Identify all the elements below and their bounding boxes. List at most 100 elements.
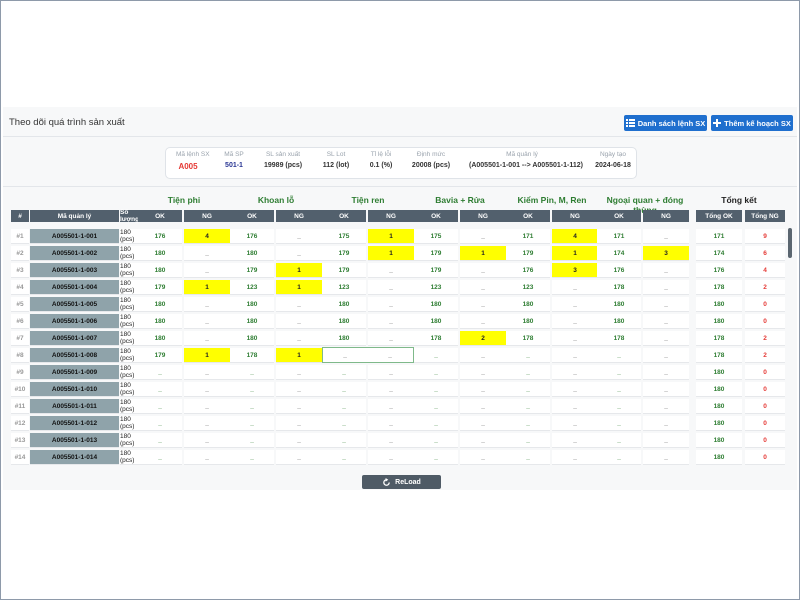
ok-cell[interactable]: _ bbox=[506, 382, 550, 397]
ng-cell[interactable]: _ bbox=[368, 450, 414, 465]
ng-cell[interactable]: 1 bbox=[552, 246, 598, 261]
ng-cell[interactable]: 3 bbox=[552, 263, 598, 278]
ok-cell[interactable]: _ bbox=[597, 382, 641, 397]
ok-cell[interactable]: _ bbox=[138, 399, 182, 414]
ng-cell[interactable]: _ bbox=[368, 382, 414, 397]
manage-code[interactable]: A005501-1-007 bbox=[30, 331, 119, 346]
ng-cell[interactable]: _ bbox=[276, 450, 322, 465]
manage-code[interactable]: A005501-1-012 bbox=[30, 416, 119, 431]
ok-cell[interactable]: _ bbox=[506, 348, 550, 363]
ok-cell[interactable]: 178 bbox=[597, 331, 641, 346]
ng-cell[interactable]: _ bbox=[276, 229, 322, 244]
ok-cell[interactable]: _ bbox=[414, 399, 458, 414]
reload-button[interactable]: ReLoad bbox=[362, 475, 441, 489]
ok-cell[interactable]: 180 bbox=[138, 263, 182, 278]
ok-cell[interactable]: 180 bbox=[322, 331, 366, 346]
ng-cell[interactable]: _ bbox=[643, 399, 689, 414]
ok-cell[interactable]: 180 bbox=[138, 246, 182, 261]
ok-cell[interactable]: 180 bbox=[230, 331, 274, 346]
ng-cell[interactable]: 1 bbox=[276, 348, 322, 363]
ng-cell[interactable]: _ bbox=[276, 331, 322, 346]
ok-cell[interactable]: _ bbox=[322, 450, 366, 465]
ng-cell[interactable]: 2 bbox=[460, 331, 506, 346]
ok-cell[interactable]: 123 bbox=[322, 280, 366, 295]
ok-cell[interactable]: _ bbox=[414, 365, 458, 380]
ok-cell[interactable]: _ bbox=[230, 399, 274, 414]
manage-code[interactable]: A005501-1-009 bbox=[30, 365, 119, 380]
ng-cell[interactable]: _ bbox=[643, 450, 689, 465]
ok-cell[interactable]: 176 bbox=[597, 263, 641, 278]
ok-cell[interactable]: _ bbox=[506, 450, 550, 465]
ok-cell[interactable]: 178 bbox=[597, 280, 641, 295]
ng-cell[interactable]: _ bbox=[552, 297, 598, 312]
manage-code[interactable]: A005501-1-003 bbox=[30, 263, 119, 278]
ok-cell[interactable]: _ bbox=[138, 382, 182, 397]
ng-cell[interactable]: _ bbox=[368, 331, 414, 346]
ng-cell[interactable]: _ bbox=[368, 280, 414, 295]
ng-cell[interactable]: _ bbox=[552, 382, 598, 397]
ng-cell[interactable]: _ bbox=[368, 349, 412, 361]
ok-cell[interactable]: 179 bbox=[322, 263, 366, 278]
ok-cell[interactable]: _ bbox=[322, 433, 366, 448]
ng-cell[interactable]: _ bbox=[552, 348, 598, 363]
ng-cell[interactable]: 4 bbox=[184, 229, 230, 244]
ok-cell[interactable]: 179 bbox=[414, 246, 458, 261]
ok-cell[interactable]: 179 bbox=[230, 263, 274, 278]
ng-cell[interactable]: _ bbox=[460, 365, 506, 380]
ok-cell[interactable]: _ bbox=[138, 365, 182, 380]
ng-cell[interactable]: _ bbox=[368, 399, 414, 414]
scrollbar[interactable] bbox=[788, 228, 792, 258]
ng-cell[interactable]: _ bbox=[276, 365, 322, 380]
ng-cell[interactable]: 1 bbox=[460, 246, 506, 261]
ok-cell[interactable]: _ bbox=[230, 416, 274, 431]
ok-cell[interactable]: 180 bbox=[322, 297, 366, 312]
ok-cell[interactable]: _ bbox=[506, 416, 550, 431]
ng-cell[interactable]: _ bbox=[643, 297, 689, 312]
manage-code[interactable]: A005501-1-010 bbox=[30, 382, 119, 397]
ng-cell[interactable]: _ bbox=[552, 331, 598, 346]
ng-cell[interactable]: _ bbox=[184, 314, 230, 329]
ok-cell[interactable]: 180 bbox=[597, 297, 641, 312]
ok-cell[interactable]: _ bbox=[597, 416, 641, 431]
ok-cell[interactable]: 178 bbox=[230, 348, 274, 363]
ok-cell[interactable]: 175 bbox=[414, 229, 458, 244]
ok-cell[interactable]: 175 bbox=[322, 229, 366, 244]
manage-code[interactable]: A005501-1-013 bbox=[30, 433, 119, 448]
ok-cell[interactable]: 178 bbox=[506, 331, 550, 346]
ok-cell[interactable]: 180 bbox=[322, 314, 366, 329]
ok-cell[interactable]: _ bbox=[230, 365, 274, 380]
ng-cell[interactable]: _ bbox=[184, 399, 230, 414]
ok-cell[interactable]: _ bbox=[506, 399, 550, 414]
ng-cell[interactable]: _ bbox=[460, 450, 506, 465]
ng-cell[interactable]: _ bbox=[552, 416, 598, 431]
ng-cell[interactable]: _ bbox=[460, 399, 506, 414]
ng-cell[interactable]: _ bbox=[368, 263, 414, 278]
ok-cell[interactable]: _ bbox=[414, 433, 458, 448]
ok-cell[interactable]: 179 bbox=[506, 246, 550, 261]
ng-cell[interactable]: _ bbox=[184, 297, 230, 312]
order-list-button[interactable]: Danh sách lệnh SX bbox=[624, 115, 707, 131]
manage-code[interactable]: A005501-1-008 bbox=[30, 348, 119, 363]
ok-cell[interactable]: _ bbox=[597, 450, 641, 465]
ok-cell[interactable]: 179 bbox=[322, 246, 366, 261]
ng-cell[interactable]: _ bbox=[276, 433, 322, 448]
ng-cell[interactable]: 1 bbox=[368, 229, 414, 244]
ok-cell[interactable]: 176 bbox=[230, 229, 274, 244]
ok-cell[interactable]: _ bbox=[230, 433, 274, 448]
ng-cell[interactable]: _ bbox=[643, 433, 689, 448]
ng-cell[interactable]: _ bbox=[552, 365, 598, 380]
ok-cell[interactable]: 180 bbox=[230, 314, 274, 329]
ok-cell[interactable]: 123 bbox=[230, 280, 274, 295]
ng-cell[interactable]: 1 bbox=[368, 246, 414, 261]
ok-cell[interactable]: 171 bbox=[597, 229, 641, 244]
ng-cell[interactable]: 4 bbox=[552, 229, 598, 244]
ng-cell[interactable]: _ bbox=[643, 348, 689, 363]
ok-cell[interactable]: 180 bbox=[230, 297, 274, 312]
ng-cell[interactable]: _ bbox=[552, 399, 598, 414]
ng-cell[interactable]: _ bbox=[368, 314, 414, 329]
ng-cell[interactable]: _ bbox=[552, 433, 598, 448]
ng-cell[interactable]: _ bbox=[368, 297, 414, 312]
ng-cell[interactable]: 1 bbox=[276, 263, 322, 278]
manage-code[interactable]: A005501-1-005 bbox=[30, 297, 119, 312]
ng-cell[interactable]: 1 bbox=[184, 348, 230, 363]
